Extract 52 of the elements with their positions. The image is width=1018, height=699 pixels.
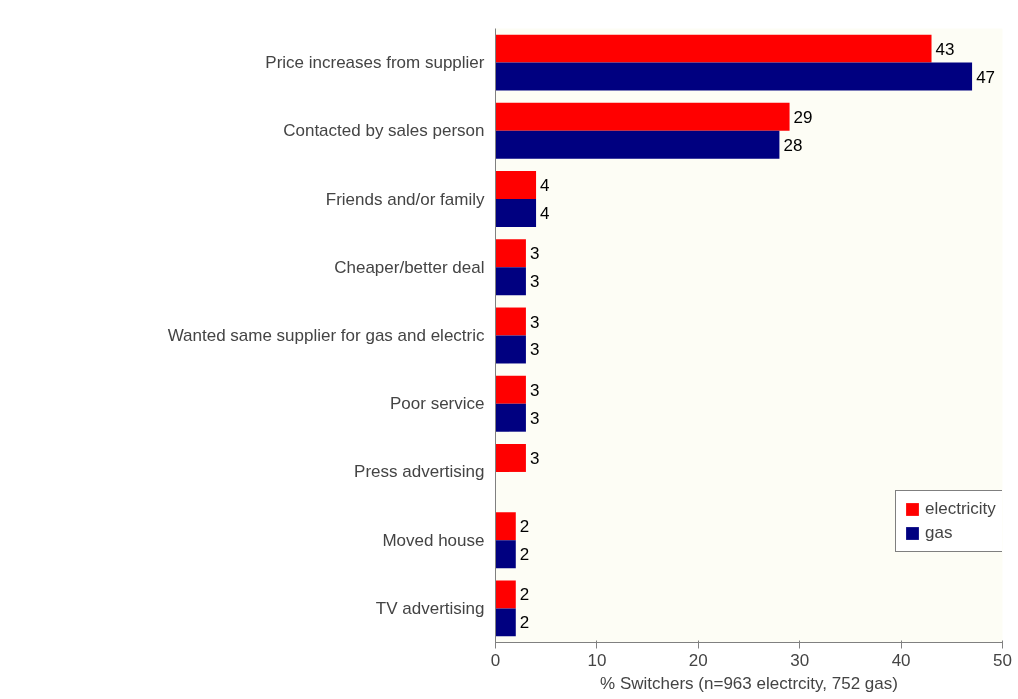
data-label: 2 (519, 585, 530, 605)
bar (495, 62, 973, 91)
data-label: 4 (540, 204, 550, 224)
y-tick-label: Cheaper/better deal (334, 257, 485, 277)
data-label: 2 (519, 517, 530, 537)
x-axis-title: % Switchers (n=963 electrcity, 752 gas) (600, 673, 898, 693)
bar (495, 171, 537, 200)
data-label: 28 (783, 135, 803, 155)
data-label: 3 (529, 272, 540, 292)
data-label: 4 (540, 176, 550, 196)
y-tick-label: Price increases from supplier (265, 53, 485, 73)
bar (495, 102, 790, 131)
data-label: 3 (529, 448, 540, 468)
bar (495, 34, 932, 63)
y-tick-label: Wanted same supplier for gas and electric (167, 326, 485, 345)
data-label: 3 (529, 244, 540, 264)
data-label: 2 (519, 545, 530, 565)
bar (495, 512, 516, 541)
x-tick-label: 50 (993, 650, 1012, 670)
legend-label: electricity (925, 499, 996, 519)
bar (495, 239, 526, 268)
data-label: 3 (529, 380, 540, 400)
x-tick-label: 10 (587, 650, 607, 670)
bar (495, 307, 526, 336)
bar (495, 540, 516, 569)
bar (495, 199, 537, 228)
y-tick-label: Moved house (382, 530, 485, 550)
data-label: 3 (529, 312, 540, 332)
data-label: 3 (529, 408, 540, 428)
bar (495, 130, 780, 159)
y-tick-label: Contacted by sales person (283, 121, 485, 141)
data-label: 43 (935, 39, 955, 59)
x-tick-label: 30 (790, 650, 810, 670)
bar (495, 403, 526, 432)
y-tick-label: Press advertising (354, 462, 485, 482)
data-label: 3 (529, 340, 540, 360)
y-tick-label: Friends and/or family (325, 189, 485, 209)
y-tick-label: TV advertising (375, 598, 485, 618)
x-tick-label: 0 (490, 650, 501, 670)
bar (495, 443, 526, 472)
bar (495, 267, 526, 296)
bar (495, 580, 516, 609)
bar (495, 335, 526, 364)
bar (495, 375, 526, 404)
y-tick-label: Poor service (390, 394, 485, 414)
data-label: 29 (793, 107, 813, 127)
bar (495, 608, 516, 637)
x-tick-label: 40 (891, 650, 911, 670)
data-label: 47 (976, 67, 996, 87)
data-label: 2 (519, 613, 530, 633)
legend-label: gas (925, 523, 953, 543)
x-tick-label: 20 (688, 650, 708, 670)
